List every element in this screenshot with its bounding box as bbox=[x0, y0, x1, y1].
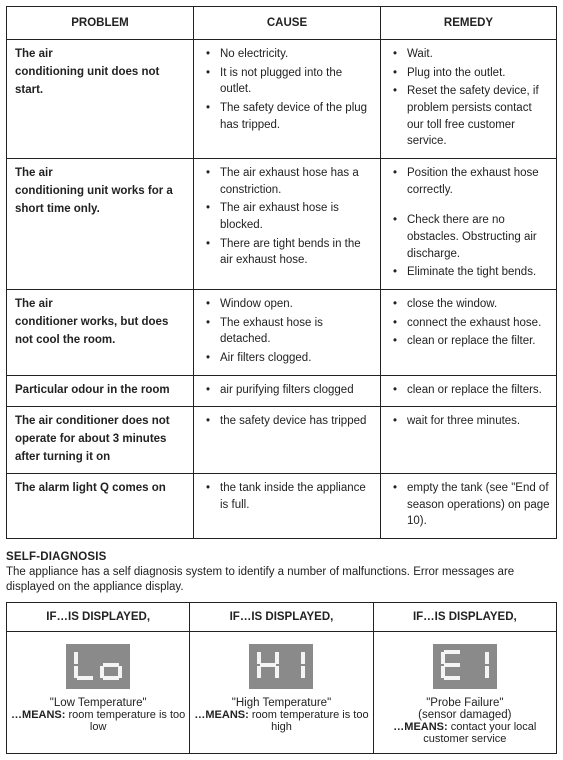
cause-item: air purifying filters clogged bbox=[202, 382, 374, 399]
table-row: The alarm light Q comes onthe tank insid… bbox=[7, 473, 557, 538]
problem-cell: The airconditioning unit works for a sho… bbox=[7, 159, 194, 290]
table-body: The airconditioning unit does not start.… bbox=[7, 40, 557, 539]
diag-body-row: "Low Temperature"…MEANS: room temperatur… bbox=[7, 631, 557, 753]
header-remedy: REMEDY bbox=[381, 7, 557, 40]
cause-cell: The air exhaust hose has a constriction.… bbox=[194, 159, 381, 290]
diag-means: …MEANS: contact your local customer serv… bbox=[378, 721, 552, 745]
header-problem: PROBLEM bbox=[7, 7, 194, 40]
self-diagnosis-title: SELF-DIAGNOSIS bbox=[6, 551, 557, 563]
problem-cell: The air conditioner does not operate for… bbox=[7, 407, 194, 473]
table-header-row: PROBLEM CAUSE REMEDY bbox=[7, 7, 557, 40]
diag-header-2: IF…IS DISPLAYED, bbox=[190, 602, 373, 631]
remedy-cell: close the window. connect the exhaust hos… bbox=[381, 290, 557, 376]
remedy-item: Wait. bbox=[389, 46, 550, 63]
diag-cell: "High Temperature"…MEANS: room temperatu… bbox=[190, 631, 373, 753]
remedy-item: close the window. bbox=[389, 296, 550, 313]
remedy-item: empty the tank (see "End of season opera… bbox=[389, 480, 550, 530]
remedy-item: Plug into the outlet. bbox=[389, 65, 550, 82]
diag-quote: "High Temperature" bbox=[194, 697, 368, 709]
diag-header-3: IF…IS DISPLAYED, bbox=[373, 602, 556, 631]
troubleshooting-table: PROBLEM CAUSE REMEDY The airconditioning… bbox=[6, 6, 557, 539]
remedy-item: connect the exhaust hose. bbox=[389, 315, 550, 332]
diag-cell: "Low Temperature"…MEANS: room temperatur… bbox=[7, 631, 190, 753]
problem-cell: Particular odour in the room bbox=[7, 375, 194, 407]
cause-item: The air exhaust hose is blocked. bbox=[202, 200, 374, 233]
lcd-display bbox=[249, 644, 313, 689]
cause-item: the tank inside the appliance is full. bbox=[202, 480, 374, 513]
lcd-display bbox=[433, 644, 497, 689]
diagnosis-table: IF…IS DISPLAYED, IF…IS DISPLAYED, IF…IS … bbox=[6, 602, 557, 754]
diag-quote: "Low Temperature" bbox=[11, 697, 185, 709]
diag-cell: "Probe Failure"(sensor damaged)…MEANS: c… bbox=[373, 631, 556, 753]
remedy-item: clean or replace the filters. bbox=[389, 382, 550, 399]
cause-item: the safety device has tripped bbox=[202, 413, 374, 430]
remedy-item: Reset the safety device, if problem pers… bbox=[389, 83, 550, 150]
cause-cell: No electricity. It is not plugged into th… bbox=[194, 40, 381, 159]
cause-item: Air filters clogged. bbox=[202, 350, 374, 367]
cause-cell: Window open. The exhaust hose is detached… bbox=[194, 290, 381, 376]
table-row: The airconditioner works, but does not c… bbox=[7, 290, 557, 376]
problem-cell: The airconditioning unit does not start. bbox=[7, 40, 194, 159]
table-row: The air conditioner does not operate for… bbox=[7, 407, 557, 473]
lcd-display bbox=[66, 644, 130, 689]
cause-item: There are tight bends in the air exhaust… bbox=[202, 236, 374, 269]
diag-means: …MEANS: room temperature is too low bbox=[11, 709, 185, 733]
cause-item: Window open. bbox=[202, 296, 374, 313]
diag-header-row: IF…IS DISPLAYED, IF…IS DISPLAYED, IF…IS … bbox=[7, 602, 557, 631]
diag-means: …MEANS: room temperature is too high bbox=[194, 709, 368, 733]
remedy-item: Eliminate the tight bends. bbox=[389, 264, 550, 281]
problem-cell: The airconditioner works, but does not c… bbox=[7, 290, 194, 376]
header-cause: CAUSE bbox=[194, 7, 381, 40]
table-row: Particular odour in the room air purifyin… bbox=[7, 375, 557, 407]
diag-sub: (sensor damaged) bbox=[378, 709, 552, 721]
self-diagnosis-desc: The appliance has a self diagnosis syste… bbox=[6, 565, 557, 596]
remedy-cell: Wait. Plug into the outlet.Reset the safe… bbox=[381, 40, 557, 159]
table-row: The airconditioning unit does not start.… bbox=[7, 40, 557, 159]
cause-cell: the tank inside the appliance is full. bbox=[194, 473, 381, 538]
cause-item: It is not plugged into the outlet. bbox=[202, 65, 374, 98]
diag-header-1: IF…IS DISPLAYED, bbox=[7, 602, 190, 631]
cause-item: The safety device of the plug has trippe… bbox=[202, 100, 374, 133]
remedy-cell: clean or replace the filters. bbox=[381, 375, 557, 407]
remedy-item: wait for three minutes. bbox=[389, 413, 550, 430]
cause-cell: air purifying filters clogged bbox=[194, 375, 381, 407]
remedy-cell: Position the exhaust hose correctly. Chec… bbox=[381, 159, 557, 290]
remedy-cell: empty the tank (see "End of season opera… bbox=[381, 473, 557, 538]
remedy-item: Position the exhaust hose correctly. bbox=[389, 165, 550, 198]
cause-item: No electricity. bbox=[202, 46, 374, 63]
remedy-item: clean or replace the filter. bbox=[389, 333, 550, 350]
problem-cell: The alarm light Q comes on bbox=[7, 473, 194, 538]
remedy-cell: wait for three minutes. bbox=[381, 407, 557, 473]
cause-cell: the safety device has tripped bbox=[194, 407, 381, 473]
table-row: The airconditioning unit works for a sho… bbox=[7, 159, 557, 290]
remedy-item: Check there are no obstacles. Obstructin… bbox=[389, 212, 550, 262]
cause-item: The air exhaust hose has a constriction. bbox=[202, 165, 374, 198]
diag-quote: "Probe Failure" bbox=[378, 697, 552, 709]
cause-item: The exhaust hose is detached. bbox=[202, 315, 374, 348]
